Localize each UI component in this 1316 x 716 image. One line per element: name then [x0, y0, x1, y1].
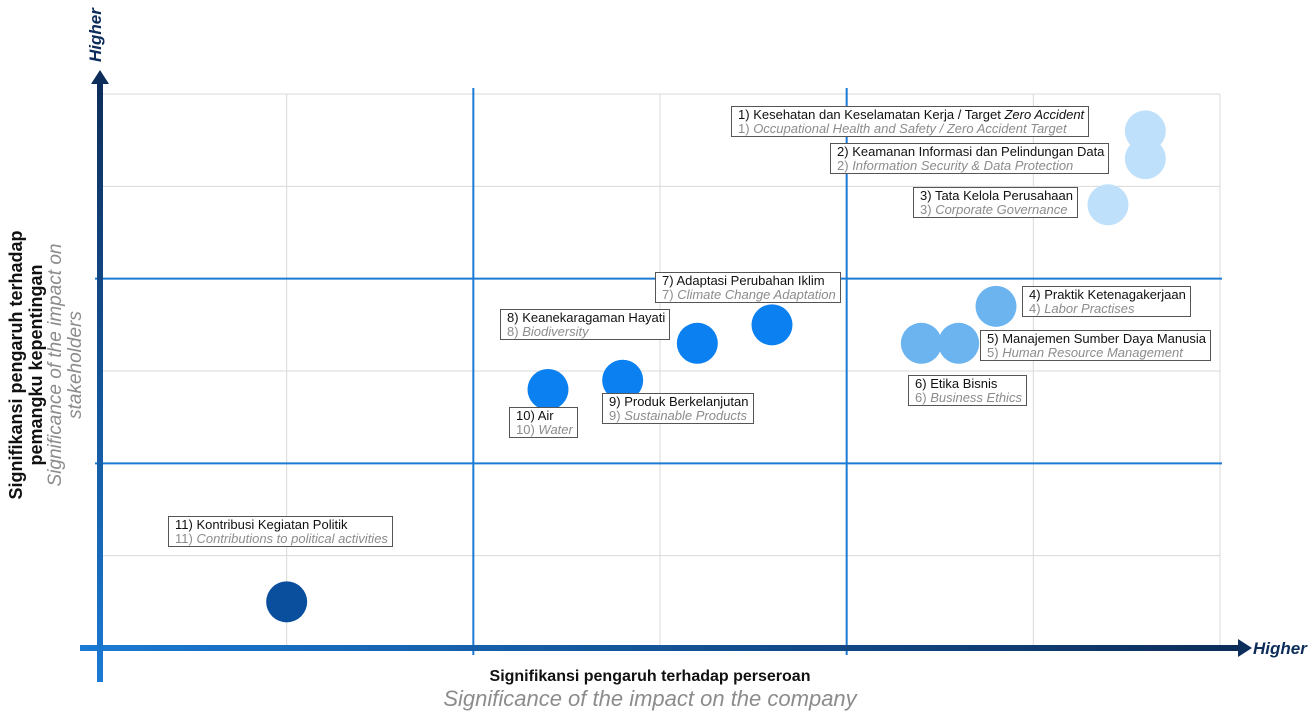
topic-label-3: 3) Tata Kelola Perusahaan 3) Corporate G…: [913, 187, 1078, 218]
bubble-7: [751, 304, 793, 346]
topic-label-2: 2) Keamanan Informasi dan Pelindungan Da…: [830, 143, 1110, 174]
bubble-5: [938, 322, 980, 364]
y-axis-title-en-line2: stakeholders: [65, 311, 86, 419]
bubble-8: [676, 322, 718, 364]
bubbles: [266, 110, 1166, 623]
topic-label-1: 1) Kesehatan dan Keselamatan Kerja / Tar…: [731, 106, 1090, 137]
bubble-3: [1087, 184, 1129, 226]
x-axis-title-en: Significance of the impact on the compan…: [443, 686, 857, 711]
bubble-6: [900, 322, 942, 364]
bubble-10: [527, 368, 569, 410]
bubble-4: [975, 285, 1017, 327]
y-axis: [97, 82, 103, 682]
y-axis-title-en-line1: Significance of the impact on: [45, 243, 66, 487]
x-axis-arrow: [1238, 639, 1252, 657]
y-axis-title-line1: Signifikansi pengaruh terhadap: [6, 230, 26, 500]
y-axis-title: Signifikansi pengaruh terhadap pemangku …: [6, 225, 86, 505]
topic-label-8: 8) Keanekaragaman Hayati 8) Biodiversity: [500, 309, 671, 340]
bubble-9: [602, 359, 644, 401]
topic-label-7: 7) Adaptasi Perubahan Iklim 7) Climate C…: [655, 272, 841, 303]
y-axis-higher-label: Higher: [86, 8, 105, 62]
y-axis-title-line2: pemangku kepentingan: [26, 264, 46, 466]
minor-grid: [100, 93, 1221, 648]
x-axis-higher-label: Higher: [1253, 639, 1307, 658]
topic-label-10: 10) Air 10) Water: [509, 407, 578, 438]
topic-label-9: 9) Produk Berkelanjutan 9) Sustainable P…: [602, 393, 754, 424]
topic-label-5: 5) Manajemen Sumber Daya Manusia 5) Huma…: [980, 330, 1211, 361]
y-axis-arrow: [91, 70, 109, 84]
topic-label-11: 11) Kontribusi Kegiatan Politik 11) Cont…: [168, 516, 393, 547]
bubble-11: [266, 581, 308, 623]
x-axis: [80, 645, 1240, 651]
topic-label-4: 4) Praktik Ketenagakerjaan 4) Labor Prac…: [1022, 286, 1191, 317]
axes: [80, 70, 1252, 682]
topic-label-6: 6) Etika Bisnis 6) Business Ethics: [908, 375, 1027, 406]
x-axis-title: Signifikansi pengaruh terhadap perseroan: [489, 668, 811, 685]
bubble-2: [1124, 138, 1166, 180]
